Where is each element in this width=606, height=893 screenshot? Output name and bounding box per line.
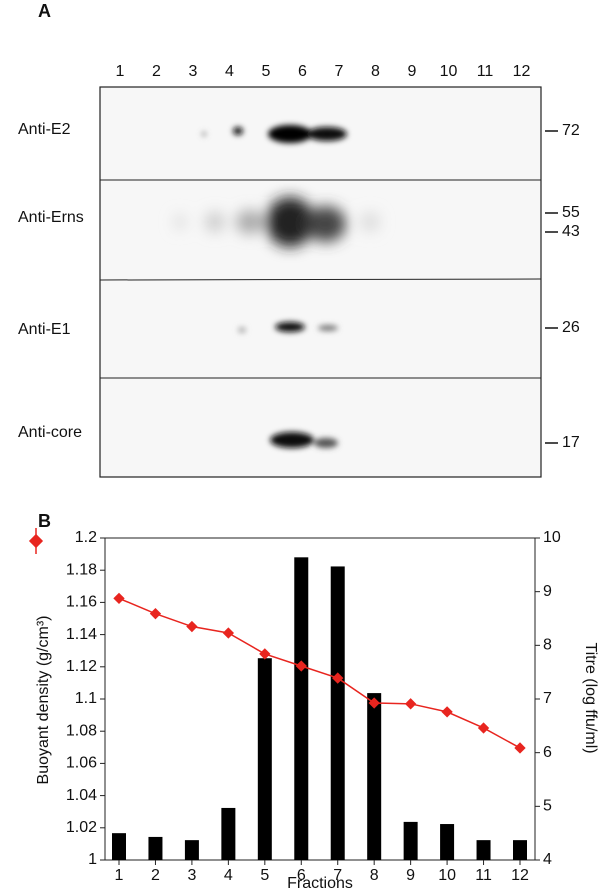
lane-label: 12 [513,63,531,80]
y2-tick-label: 4 [543,851,552,868]
x-tick-label: 10 [438,867,456,884]
x-tick-label: 5 [260,867,269,884]
lane-label: 4 [225,63,234,80]
point [441,706,453,718]
bar [367,693,382,860]
y-tick-label: 1.04 [66,787,97,804]
marker-label: 26 [562,319,580,336]
y-tick-label: 1.16 [66,594,97,611]
lane-label: 6 [298,63,307,80]
marker-label: 72 [562,122,580,139]
x-tick-label: 8 [370,867,379,884]
blot [99,86,542,478]
bar [294,557,309,860]
line [118,597,521,749]
bar [403,821,418,860]
x-tick-label: 9 [406,867,415,884]
x-tick-label: 12 [511,867,529,884]
y-tick-label: 1.2 [75,529,97,546]
marker-label: 17 [562,434,580,451]
x-tick-label: 7 [333,867,342,884]
y-tick-label: 1.12 [66,658,97,675]
x-tick-label: 1 [115,867,124,884]
bar [330,566,345,860]
point [368,697,380,709]
lane-label: 7 [335,63,344,80]
lane-label: 5 [262,63,271,80]
x-tick-label: 3 [187,867,196,884]
y-tick-label: 1.18 [66,561,97,578]
y2-axis-label: Titre (log ffu/ml) [582,642,599,753]
point [222,627,235,639]
panel-label: B [38,511,51,531]
point [332,672,344,684]
lane-label: 1 [116,63,125,80]
point [477,722,490,734]
y-axis-label: Buoyant density (g/cm³) [35,616,52,785]
point [259,648,271,660]
x-tick-label: 4 [224,867,233,884]
x-axis-label: Fractions [287,875,353,892]
bar [476,840,491,860]
bar [257,658,272,860]
y2-tick-label: 5 [543,798,552,815]
bar [184,840,199,860]
blot-label: Anti-core [18,424,82,441]
lane-label: 10 [440,63,458,80]
y-tick-label: 1 [88,851,97,868]
point [295,660,307,672]
y2-tick-label: 7 [543,690,552,707]
y2-tick-label: 9 [543,583,552,600]
point [186,620,198,633]
point [113,592,125,605]
bar [221,807,236,860]
blot-label: Anti-Erns [18,209,84,226]
bar [513,840,527,860]
y-tick-label: 1.08 [66,722,97,739]
point [514,742,526,754]
legend [28,528,44,554]
y2-tick-label: 10 [543,529,561,546]
bar [112,833,126,860]
y-tick-label: 1.02 [66,819,97,836]
x-tick-label: 6 [297,867,306,884]
lane-label: 8 [371,63,380,80]
y-tick-label: 1.06 [66,755,97,772]
marker-label: 55 [562,204,580,221]
y-tick-label: 1.1 [75,690,97,707]
marker-label: 43 [562,223,580,240]
y2-tick-label: 6 [543,744,552,761]
x-tick-label: 11 [475,867,492,884]
point [149,608,162,620]
lane-label: 11 [477,63,494,80]
bar [148,836,163,860]
x-tick-label: 2 [151,867,160,884]
panel-label: A [38,1,51,21]
plot-frame [104,537,536,861]
lane-label: 9 [408,63,417,80]
y-tick-label: 1.14 [66,626,97,643]
blot-label: Anti-E2 [18,121,71,138]
y2-tick-label: 8 [543,637,552,654]
blot-label: Anti-E1 [18,321,71,338]
bar [440,824,455,860]
point [404,698,417,710]
lane-label: 2 [152,63,161,80]
lane-label: 3 [189,63,198,80]
